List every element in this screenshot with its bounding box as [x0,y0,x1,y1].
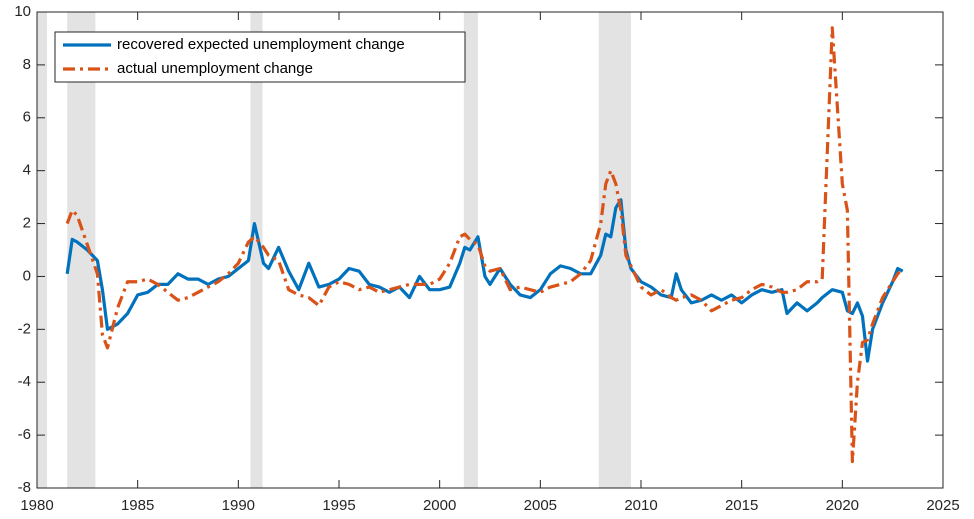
y-tick-label: 6 [23,109,31,126]
x-tick-label: 2015 [725,497,758,514]
x-tick-label: 1995 [322,497,355,514]
y-tick-label: 10 [14,3,31,20]
x-tick-label: 2020 [826,497,859,514]
axes-box [36,11,944,489]
shaded-period [250,12,263,488]
y-tick-label: 8 [23,56,31,73]
y-tick-label: -2 [18,320,31,337]
x-tick-label: 2010 [624,497,657,514]
legend-label: recovered expected unemployment change [117,36,405,53]
y-tick-label: -6 [18,426,31,443]
series-line [65,26,904,464]
shaded-period [37,12,48,488]
legend-label: actual unemployment change [117,60,313,77]
y-tick-label: 2 [23,215,31,232]
y-tick-label: 0 [23,267,31,284]
legend-box [54,31,466,83]
series-line [65,198,904,363]
x-tick-label: 1990 [222,497,255,514]
x-tick-label: 2005 [524,497,557,514]
x-tick-label: 1980 [20,497,53,514]
y-tick-label: 4 [23,162,31,179]
x-tick-label: 2000 [423,497,456,514]
y-tick-label: -8 [18,479,31,496]
y-tick-label: -4 [18,373,31,390]
x-tick-label: 2025 [926,497,959,514]
x-tick-label: 1985 [121,497,154,514]
